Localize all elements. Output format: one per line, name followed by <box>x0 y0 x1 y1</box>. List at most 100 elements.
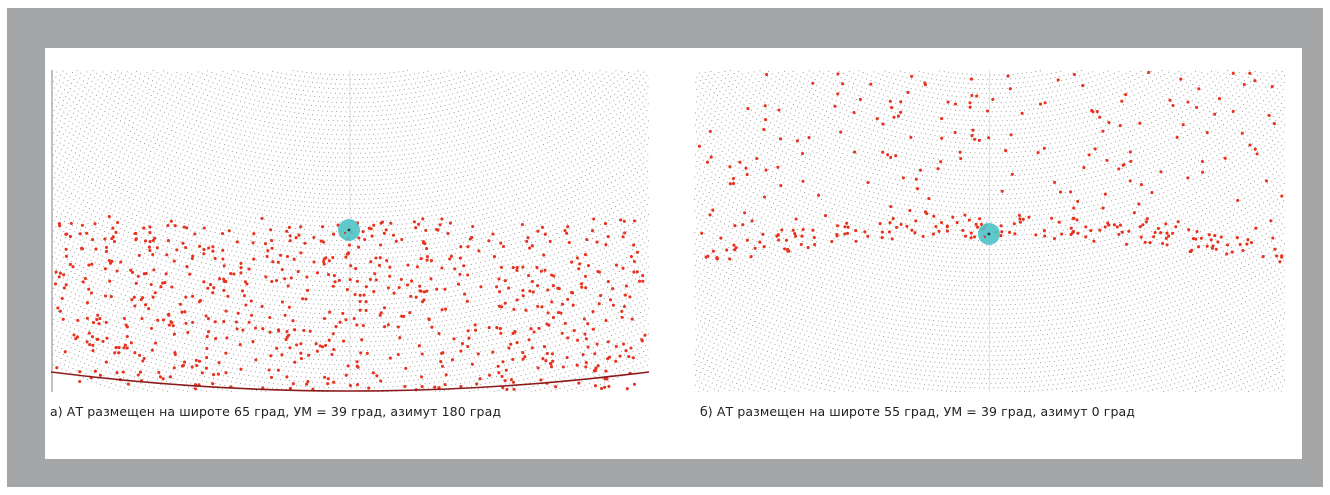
satellite-dot <box>239 266 243 270</box>
satellite-dot <box>103 267 107 271</box>
satellite-dot <box>499 331 503 335</box>
satellite-dot <box>476 352 480 356</box>
satellite-dot <box>1075 218 1079 222</box>
satellite-dot <box>392 291 396 295</box>
satellite-dot <box>211 291 215 295</box>
satellite-dot <box>206 286 210 290</box>
satellite-dot <box>561 365 565 369</box>
satellite-dot <box>1164 236 1168 240</box>
satellite-dot <box>388 356 392 360</box>
satellite-dot <box>334 325 338 329</box>
satellite-dot <box>62 286 66 290</box>
satellite-dot <box>1280 194 1284 198</box>
satellite-dot <box>268 315 272 320</box>
satellite-dot <box>91 343 95 347</box>
satellite-dot <box>1103 225 1107 229</box>
satellite-dot <box>419 257 423 261</box>
satellite-dot <box>1095 109 1099 114</box>
satellite-dot <box>784 238 789 242</box>
satellite-dot <box>733 248 737 252</box>
satellite-dot <box>312 260 316 264</box>
satellite-dot <box>608 298 613 302</box>
satellite-dot <box>492 255 497 259</box>
satellite-dot <box>167 323 171 327</box>
satellite-dot <box>285 229 289 233</box>
satellite-dot <box>755 156 759 161</box>
satellite-dot <box>287 305 291 309</box>
satellite-dot <box>117 351 121 355</box>
satellite-dot <box>1020 111 1024 115</box>
satellite-dot <box>586 264 591 268</box>
satellite-dot <box>1246 238 1250 242</box>
satellite-dot <box>593 352 597 356</box>
satellite-dot <box>521 294 525 298</box>
satellite-dot <box>1093 147 1097 151</box>
satellite-dot <box>1090 109 1094 113</box>
satellite-dot <box>1120 230 1124 234</box>
satellite-dot <box>280 300 285 304</box>
satellite-dot <box>963 234 968 238</box>
satellite-dot <box>1012 222 1016 226</box>
satellite-dot <box>183 310 187 314</box>
satellite-dot <box>355 360 359 364</box>
satellite-dot <box>1112 223 1116 227</box>
satellite-dot <box>914 177 918 181</box>
satellite-dot <box>1141 223 1145 227</box>
caption-a: а) АТ размещен на широте 65 град, УМ = 3… <box>50 404 502 419</box>
satellite-dot <box>318 344 322 348</box>
satellite-dot <box>142 272 146 276</box>
satellite-dot <box>597 302 601 306</box>
satellite-dot <box>424 228 428 232</box>
satellite-dot <box>969 236 973 240</box>
satellite-dot <box>507 346 511 350</box>
satellite-dot <box>566 297 570 301</box>
satellite-dot <box>275 346 279 350</box>
satellite-dot <box>619 218 623 222</box>
satellite-dot <box>322 259 326 264</box>
satellite-dot <box>539 378 543 382</box>
satellite-dot <box>157 370 161 374</box>
satellite-dot <box>888 221 892 225</box>
satellite-dot <box>64 247 68 251</box>
satellite-dot <box>1231 71 1235 75</box>
satellite-dot <box>1106 221 1110 225</box>
satellite-dot <box>509 378 513 382</box>
satellite-dot <box>1018 220 1023 224</box>
satellite-dot <box>1187 228 1191 232</box>
satellite-dot <box>706 254 710 258</box>
satellite-dot <box>347 251 351 255</box>
satellite-dot <box>540 305 544 309</box>
satellite-dot <box>939 160 943 164</box>
satellite-dot <box>475 382 479 386</box>
satellite-dot <box>1176 220 1180 224</box>
satellite-dot <box>700 231 704 235</box>
satellite-dot <box>386 323 390 327</box>
satellite-dot <box>1021 217 1025 221</box>
satellite-dot <box>199 298 203 303</box>
satellite-dot <box>945 225 949 229</box>
satellite-dot <box>121 370 125 374</box>
satellite-dot <box>284 337 288 342</box>
satellite-dot <box>459 384 463 388</box>
satellite-dot <box>418 284 422 288</box>
satellite-dot <box>618 354 622 358</box>
satellite-dot <box>915 187 920 191</box>
satellite-dot <box>592 217 596 221</box>
satellite-dot <box>806 245 810 250</box>
satellite-dot <box>308 329 312 333</box>
satellite-dot <box>1117 167 1121 171</box>
satellite-dot <box>800 151 805 156</box>
satellite-dot <box>846 225 850 229</box>
satellite-dot <box>1165 231 1169 235</box>
satellite-dot <box>914 219 918 223</box>
satellite-dot <box>846 231 850 235</box>
satellite-dot <box>1248 143 1252 147</box>
satellite-dot <box>614 263 619 267</box>
satellite-dot <box>440 308 444 312</box>
satellite-dot <box>133 351 137 355</box>
satellite-dot <box>632 243 636 247</box>
satellite-dot <box>232 272 236 276</box>
satellite-dot <box>372 290 376 294</box>
satellite-dot <box>205 335 209 339</box>
satellite-dot <box>881 150 885 154</box>
